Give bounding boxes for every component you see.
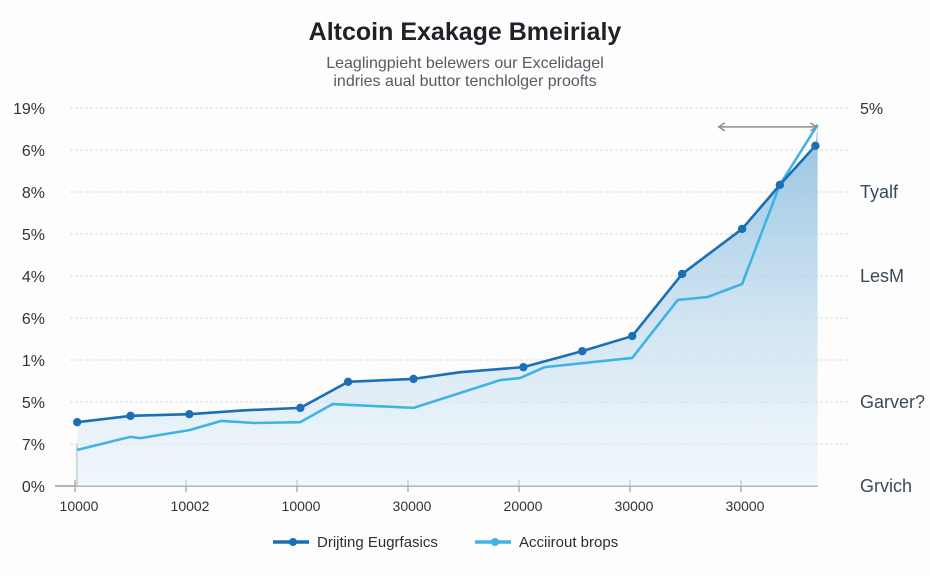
legend-label: Acciirout brops bbox=[519, 534, 618, 551]
chart-subtitle-line-1: Leaglingpieht belewers our Excelidagel bbox=[326, 55, 604, 72]
data-point bbox=[628, 331, 637, 341]
chart-title: Altcoin Exakage Bmeirialy bbox=[308, 18, 622, 46]
data-point bbox=[775, 180, 785, 190]
data-point bbox=[126, 411, 135, 421]
y-tick-label: 6% bbox=[22, 143, 45, 160]
data-point bbox=[185, 409, 194, 419]
area-fill bbox=[77, 124, 818, 487]
data-point bbox=[677, 269, 687, 279]
arrow-head bbox=[810, 122, 818, 132]
data-point bbox=[811, 141, 820, 150]
series-line bbox=[77, 144, 817, 424]
legend-label: Drijting Eugrfasics bbox=[317, 534, 438, 551]
legend-marker bbox=[289, 538, 297, 546]
y-tick-label: 7% bbox=[22, 437, 45, 454]
y-tick-label: 19% bbox=[13, 101, 45, 118]
y-tick-label: 8% bbox=[22, 185, 45, 202]
data-point bbox=[737, 224, 747, 234]
x-tick-label: 20000 bbox=[504, 498, 543, 514]
data-point bbox=[296, 403, 305, 413]
x-tick-label: 10000 bbox=[60, 498, 99, 514]
x-tick-label: 30000 bbox=[615, 498, 654, 514]
right-axis-label: Tyalf bbox=[860, 182, 899, 202]
x-tick-label: 10000 bbox=[282, 498, 321, 514]
data-point bbox=[578, 346, 587, 356]
y-tick-label: 5% bbox=[22, 395, 45, 412]
x-tick-label: 10002 bbox=[171, 498, 210, 514]
legend-marker bbox=[491, 538, 499, 546]
data-point bbox=[343, 377, 353, 387]
data-point bbox=[409, 374, 418, 384]
data-point bbox=[519, 362, 528, 372]
right-axis-label: Garver? bbox=[860, 392, 925, 412]
y-tick-label: 5% bbox=[22, 227, 45, 244]
chart-subtitle-line-2: indries aual buttor tenchlolger proofts bbox=[333, 73, 597, 90]
y-tick-label: 0% bbox=[22, 479, 45, 496]
right-axis-label: Grvich bbox=[860, 476, 912, 496]
y-tick-label: 4% bbox=[22, 269, 45, 286]
right-axis-label: LesM bbox=[860, 266, 904, 286]
series-line bbox=[76, 124, 819, 452]
data-point bbox=[73, 417, 82, 427]
x-tick-label: 30000 bbox=[393, 498, 432, 514]
x-tick-label: 30000 bbox=[726, 498, 765, 514]
right-axis-label: 5% bbox=[860, 101, 883, 118]
y-tick-label: 1% bbox=[22, 353, 45, 370]
arrow-head bbox=[717, 122, 726, 132]
y-tick-label: 6% bbox=[22, 311, 45, 328]
